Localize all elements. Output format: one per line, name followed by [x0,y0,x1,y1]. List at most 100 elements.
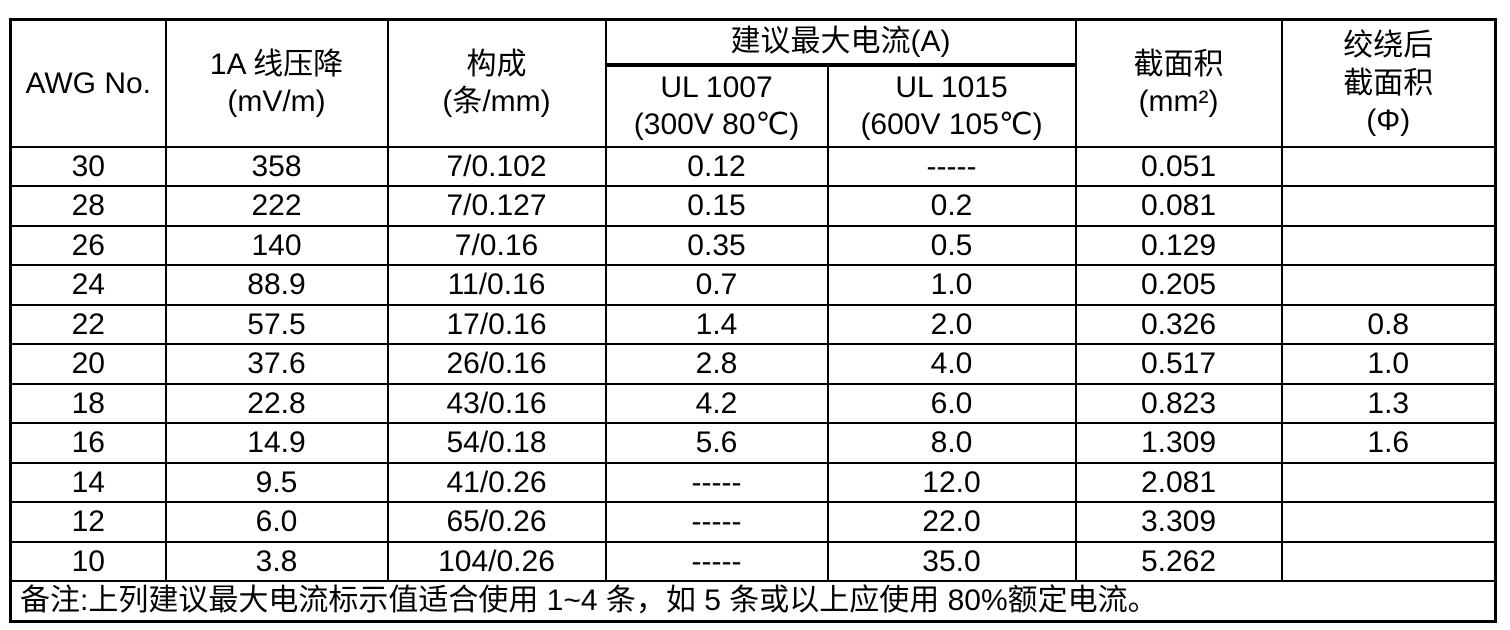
cell-awg: 10 [9,540,167,582]
table-row-awg22: 22 57.5 17/0.16 1.4 2.0 0.326 0.8 [9,303,1497,345]
cell-ul1015: 0.5 [826,224,1077,266]
cell-ul1015: 1.0 [826,264,1077,306]
cell-cross-section: 0.517 [1074,343,1283,385]
table-row-awg16: 16 14.9 54/0.18 5.6 8.0 1.309 1.6 [9,422,1497,464]
cell-ul1007: 2.8 [604,343,829,385]
cell-construction: 7/0.16 [386,224,607,266]
cell-ul1015: 12.0 [826,461,1077,503]
table-row-awg28: 28 222 7/0.127 0.15 0.2 0.081 [9,185,1497,227]
cell-awg: 12 [9,501,167,543]
cell-cross-section: 3.309 [1074,501,1283,543]
cell-ul1015: 4.0 [826,343,1077,385]
cell-ul1015: 0.2 [826,185,1077,227]
header-ul1007: UL 1007 (300V 80℃) [604,63,829,148]
cell-twisted [1280,145,1497,187]
cell-ul1007: 0.35 [604,224,829,266]
cell-ul1015: ----- [826,145,1077,187]
cell-twisted: 1.6 [1280,422,1497,464]
cell-cross-section: 0.051 [1074,145,1283,187]
cell-voltage-drop: 14.9 [164,422,389,464]
cell-construction: 17/0.16 [386,303,607,345]
cell-twisted [1280,461,1497,503]
cell-cross-section: 2.081 [1074,461,1283,503]
cell-voltage-drop: 37.6 [164,343,389,385]
cell-construction: 54/0.18 [386,422,607,464]
cell-ul1015: 2.0 [826,303,1077,345]
header-max-current-group: 建议最大电流(A) [604,18,1077,67]
cell-cross-section: 0.129 [1074,224,1283,266]
table-row-awg30: 30 358 7/0.102 0.12 ----- 0.051 [9,145,1497,187]
table-row-awg24: 24 88.9 11/0.16 0.7 1.0 0.205 [9,264,1497,306]
cell-voltage-drop: 57.5 [164,303,389,345]
cell-awg: 16 [9,422,167,464]
cell-awg: 24 [9,264,167,306]
cell-voltage-drop: 22.8 [164,382,389,424]
cell-cross-section: 0.326 [1074,303,1283,345]
cell-awg: 28 [9,185,167,227]
cell-awg: 26 [9,224,167,266]
cell-twisted: 1.0 [1280,343,1497,385]
header-construction: 构成 (条/mm) [386,18,607,148]
cell-twisted [1280,224,1497,266]
table-row-awg18: 18 22.8 43/0.16 4.2 6.0 0.823 1.3 [9,382,1497,424]
cell-ul1007: 1.4 [604,303,829,345]
table-row-awg14: 14 9.5 41/0.26 ----- 12.0 2.081 [9,461,1497,503]
header-ul1015: UL 1015 (600V 105℃) [826,63,1077,148]
table-row-awg12: 12 6.0 65/0.26 ----- 22.0 3.309 [9,501,1497,543]
cell-construction: 26/0.16 [386,343,607,385]
cell-construction: 7/0.127 [386,185,607,227]
cell-ul1007: ----- [604,461,829,503]
cell-voltage-drop: 222 [164,185,389,227]
cell-twisted: 0.8 [1280,303,1497,345]
note-text: 备注:上列建议最大电流标示值适合使用 1~4 条，如 5 条或以上应使用 80%… [9,580,1497,622]
cell-cross-section: 0.205 [1074,264,1283,306]
table-row-awg10: 10 3.8 104/0.26 ----- 35.0 5.262 [9,540,1497,582]
cell-awg: 30 [9,145,167,187]
cell-cross-section: 0.823 [1074,382,1283,424]
cell-construction: 65/0.26 [386,501,607,543]
cell-ul1015: 22.0 [826,501,1077,543]
cell-voltage-drop: 140 [164,224,389,266]
cell-voltage-drop: 6.0 [164,501,389,543]
cell-cross-section: 0.081 [1074,185,1283,227]
cell-ul1015: 35.0 [826,540,1077,582]
awg-wire-spec-table: AWG No. 1A 线压降 (mV/m) 构成 (条/mm) 建议最大电流(A… [9,18,1497,623]
header-awg-no: AWG No. [9,18,167,148]
header-row-2: UL 1007 (300V 80℃) UL 1015 (600V 105℃) [11,63,1496,148]
cell-ul1007: 0.7 [604,264,829,306]
cell-twisted [1280,501,1497,543]
cell-ul1015: 8.0 [826,422,1077,464]
cell-cross-section: 1.309 [1074,422,1283,464]
cell-construction: 7/0.102 [386,145,607,187]
cell-ul1007: ----- [604,540,829,582]
cell-awg: 22 [9,303,167,345]
table-row-awg26: 26 140 7/0.16 0.35 0.5 0.129 [9,224,1497,266]
cell-ul1015: 6.0 [826,382,1077,424]
cell-construction: 41/0.26 [386,461,607,503]
cell-construction: 43/0.16 [386,382,607,424]
cell-construction: 11/0.16 [386,264,607,306]
cell-ul1007: 4.2 [604,382,829,424]
cell-voltage-drop: 358 [164,145,389,187]
cell-awg: 18 [9,382,167,424]
table-row-awg20: 20 37.6 26/0.16 2.8 4.0 0.517 1.0 [9,343,1497,385]
cell-twisted: 1.3 [1280,382,1497,424]
cell-ul1007: 5.6 [604,422,829,464]
cell-ul1007: 0.15 [604,185,829,227]
header-cross-section: 截面积 (mm²) [1074,18,1283,148]
header-voltage-drop: 1A 线压降 (mV/m) [164,18,389,148]
cell-ul1007: ----- [604,501,829,543]
cell-voltage-drop: 88.9 [164,264,389,306]
cell-awg: 14 [9,461,167,503]
note-row: 备注:上列建议最大电流标示值适合使用 1~4 条，如 5 条或以上应使用 80%… [9,580,1497,622]
cell-cross-section: 5.262 [1074,540,1283,582]
header-twisted-cross-section: 绞绕后 截面积 (Φ) [1280,18,1497,148]
cell-construction: 104/0.26 [386,540,607,582]
cell-voltage-drop: 9.5 [164,461,389,503]
cell-awg: 20 [9,343,167,385]
cell-voltage-drop: 3.8 [164,540,389,582]
cell-twisted [1280,185,1497,227]
cell-twisted [1280,264,1497,306]
header-row-1: AWG No. 1A 线压降 (mV/m) 构成 (条/mm) 建议最大电流(A… [9,18,1497,148]
